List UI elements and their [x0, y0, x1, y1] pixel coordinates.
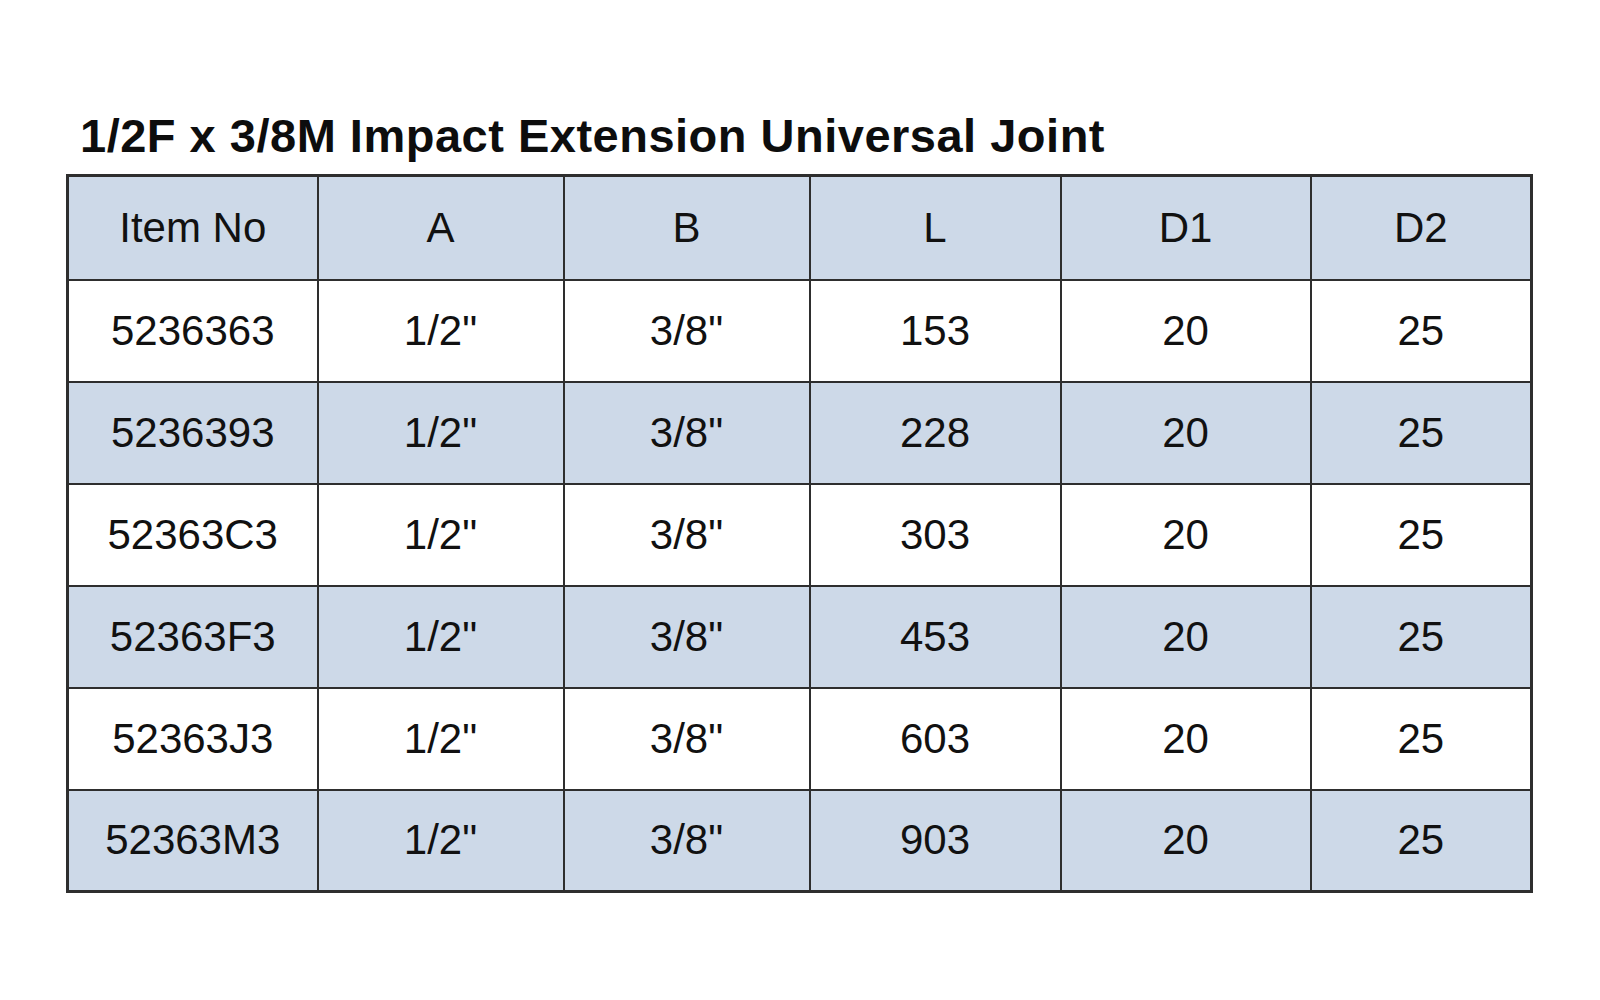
table-cell: 1/2" — [318, 688, 564, 790]
table-cell: 52363F3 — [68, 586, 318, 688]
table-cell: 25 — [1311, 484, 1532, 586]
table-cell: 3/8" — [564, 790, 810, 892]
table-cell: 20 — [1061, 280, 1311, 382]
table-cell: 903 — [810, 790, 1061, 892]
table-cell: 1/2" — [318, 586, 564, 688]
table-cell: 52363C3 — [68, 484, 318, 586]
table-row: 52363J31/2"3/8"6032025 — [68, 688, 1532, 790]
table-row: 52363931/2"3/8"2282025 — [68, 382, 1532, 484]
table-cell: 25 — [1311, 586, 1532, 688]
table-row: 52363631/2"3/8"1532025 — [68, 280, 1532, 382]
table-body: 52363631/2"3/8"153202552363931/2"3/8"228… — [68, 280, 1532, 892]
table-cell: 3/8" — [564, 586, 810, 688]
table-cell: 20 — [1061, 688, 1311, 790]
table-cell: 25 — [1311, 790, 1532, 892]
table-cell: 228 — [810, 382, 1061, 484]
table-row: 52363M31/2"3/8"9032025 — [68, 790, 1532, 892]
column-header-a: A — [318, 176, 564, 280]
header-row: Item No A B L D1 D2 — [68, 176, 1532, 280]
table-cell: 1/2" — [318, 382, 564, 484]
table-row: 52363C31/2"3/8"3032025 — [68, 484, 1532, 586]
table-cell: 5236363 — [68, 280, 318, 382]
table-cell: 20 — [1061, 790, 1311, 892]
table-cell: 153 — [810, 280, 1061, 382]
column-header-d2: D2 — [1311, 176, 1532, 280]
table-cell: 25 — [1311, 688, 1532, 790]
table-cell: 603 — [810, 688, 1061, 790]
spec-table: Item No A B L D1 D2 52363631/2"3/8"15320… — [66, 174, 1533, 893]
table-cell: 20 — [1061, 382, 1311, 484]
page-title: 1/2F x 3/8M Impact Extension Universal J… — [80, 112, 1105, 159]
table-cell: 20 — [1061, 586, 1311, 688]
table-cell: 25 — [1311, 382, 1532, 484]
table-cell: 1/2" — [318, 484, 564, 586]
column-header-l: L — [810, 176, 1061, 280]
table-cell: 3/8" — [564, 688, 810, 790]
table-cell: 1/2" — [318, 280, 564, 382]
table-row: 52363F31/2"3/8"4532025 — [68, 586, 1532, 688]
column-header-item-no: Item No — [68, 176, 318, 280]
table-cell: 1/2" — [318, 790, 564, 892]
table-cell: 3/8" — [564, 484, 810, 586]
table-cell: 3/8" — [564, 382, 810, 484]
column-header-b: B — [564, 176, 810, 280]
table-cell: 52363J3 — [68, 688, 318, 790]
table-cell: 52363M3 — [68, 790, 318, 892]
table-cell: 25 — [1311, 280, 1532, 382]
column-header-d1: D1 — [1061, 176, 1311, 280]
table-cell: 3/8" — [564, 280, 810, 382]
table-cell: 5236393 — [68, 382, 318, 484]
table-cell: 453 — [810, 586, 1061, 688]
table-cell: 303 — [810, 484, 1061, 586]
table-cell: 20 — [1061, 484, 1311, 586]
